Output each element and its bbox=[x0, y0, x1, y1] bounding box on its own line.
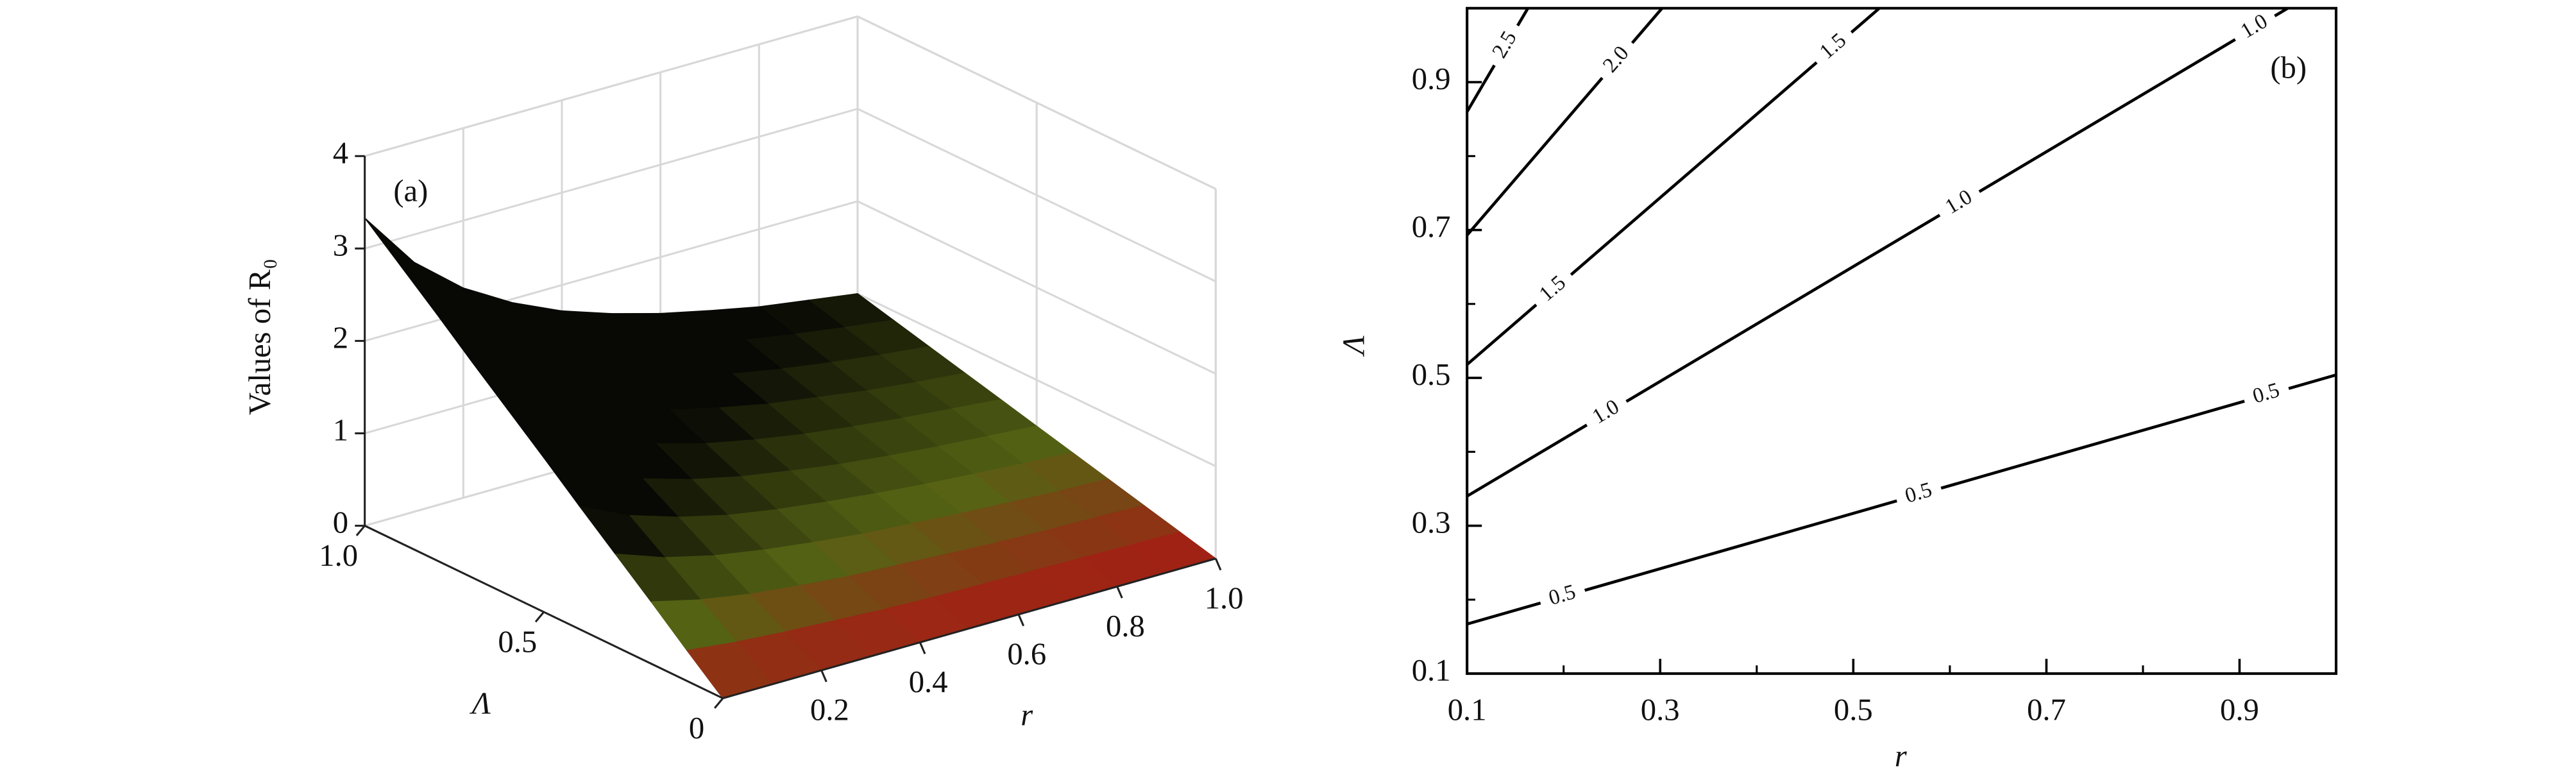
contour-label-bg bbox=[1527, 264, 1580, 315]
tick-mark bbox=[713, 697, 724, 709]
x-axis-label: r bbox=[1895, 738, 1908, 773]
x-tick-label: 0.5 bbox=[1834, 693, 1873, 727]
x-tick-label: 0.9 bbox=[2220, 693, 2259, 727]
x-tick-label: 0.2 bbox=[810, 693, 849, 727]
contour-label-bg bbox=[2241, 375, 2292, 414]
x-tick-label: 0.6 bbox=[1007, 637, 1046, 672]
contour-label-bg bbox=[1537, 577, 1589, 616]
z-tick-label: 0 bbox=[333, 505, 348, 540]
contour-label-bg bbox=[1580, 390, 1633, 437]
z-tick-label: 4 bbox=[333, 135, 348, 170]
grid-line bbox=[857, 108, 1216, 282]
grid-line bbox=[857, 15, 1216, 190]
grid-line bbox=[364, 108, 858, 250]
tick-mark bbox=[355, 525, 366, 536]
contour-label-bg bbox=[1483, 19, 1529, 72]
y-tick-label: 0.1 bbox=[1412, 653, 1451, 688]
x-tick-label: 0.8 bbox=[1106, 609, 1145, 643]
z-axis-label: Values of R₀ bbox=[242, 259, 277, 415]
x-axis-label: r bbox=[1021, 697, 1033, 732]
tick-mark bbox=[919, 641, 926, 654]
y-axis-label: Λ bbox=[1337, 336, 1371, 357]
grid-line bbox=[857, 293, 1216, 468]
contour-label-bg bbox=[1592, 34, 1643, 87]
tick-mark bbox=[1116, 586, 1123, 599]
grid-line bbox=[364, 15, 858, 157]
y-tick-label: 0.3 bbox=[1412, 505, 1451, 540]
surface-patch bbox=[364, 217, 450, 305]
z-tick-label: 2 bbox=[333, 321, 348, 355]
tick-mark bbox=[534, 611, 545, 623]
y-tick-label: 0.9 bbox=[1412, 62, 1451, 96]
x-tick-label: 0.1 bbox=[1448, 693, 1487, 727]
y-tick-label: 1.0 bbox=[319, 538, 358, 573]
x-tick-label: 1.0 bbox=[1205, 581, 1244, 616]
x-tick-label: 0.7 bbox=[2027, 693, 2066, 727]
tick-mark bbox=[820, 670, 827, 683]
x-tick-label: 0.3 bbox=[1641, 693, 1680, 727]
tick-mark bbox=[1017, 614, 1025, 627]
z-tick-label: 3 bbox=[333, 228, 348, 263]
x-tick-label: 0.4 bbox=[909, 665, 948, 699]
y-axis-label: Λ bbox=[470, 686, 491, 720]
y-tick-label: 0 bbox=[689, 711, 704, 745]
panel-label: (a) bbox=[393, 173, 428, 208]
plot-frame bbox=[1466, 6, 2338, 675]
contour-label-bg bbox=[1893, 475, 1945, 514]
y-tick-label: 0.5 bbox=[498, 624, 537, 659]
y-tick-label: 0.7 bbox=[1412, 210, 1451, 244]
contour-label-bg bbox=[1808, 22, 1860, 72]
contour-line bbox=[1466, 7, 1881, 366]
panel-label: (b) bbox=[2270, 50, 2307, 85]
y-tick-label: 0.5 bbox=[1412, 357, 1451, 392]
grid-line bbox=[857, 200, 1216, 375]
axis-line bbox=[722, 557, 1216, 699]
z-tick-label: 1 bbox=[333, 413, 348, 448]
contour-label-bg bbox=[1933, 180, 1987, 226]
tick-mark bbox=[1214, 558, 1222, 571]
contour-label-bg bbox=[2228, 4, 2282, 51]
